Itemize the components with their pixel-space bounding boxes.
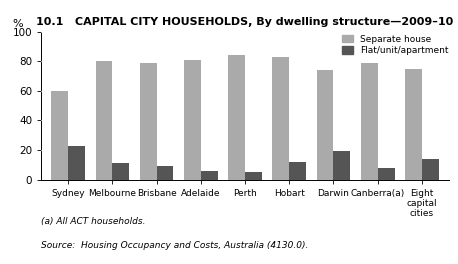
Bar	[405, 69, 422, 180]
Text: (a) All ACT households.: (a) All ACT households.	[41, 217, 146, 227]
Bar	[245, 172, 262, 180]
Text: Source:  Housing Occupancy and Costs, Australia (4130.0).: Source: Housing Occupancy and Costs, Aus…	[41, 241, 309, 250]
Legend: Separate house, Flat/unit/apartment: Separate house, Flat/unit/apartment	[342, 35, 448, 55]
Bar	[157, 166, 174, 180]
Text: %: %	[13, 19, 23, 29]
Bar	[228, 55, 245, 180]
Bar	[378, 168, 394, 180]
Bar	[140, 63, 157, 180]
Bar	[361, 63, 378, 180]
Bar	[51, 91, 68, 180]
Bar	[68, 145, 85, 180]
Bar	[289, 162, 306, 180]
Bar	[422, 159, 439, 180]
Bar	[184, 60, 201, 180]
Bar	[96, 61, 112, 180]
Bar	[316, 70, 333, 180]
Bar	[273, 57, 289, 180]
Title: 10.1   CAPITAL CITY HOUSEHOLDS, By dwelling structure—2009–10: 10.1 CAPITAL CITY HOUSEHOLDS, By dwellin…	[36, 17, 454, 27]
Bar	[112, 163, 129, 180]
Bar	[333, 152, 350, 180]
Bar	[201, 171, 218, 180]
